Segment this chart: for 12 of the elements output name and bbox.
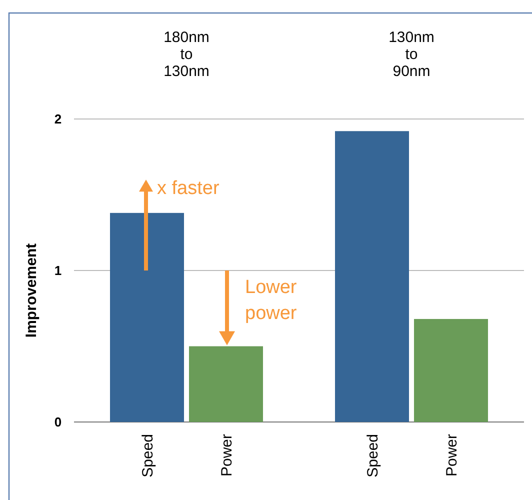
y-tick-label: 0 — [54, 414, 62, 430]
text: 130nm to 90nm — [388, 29, 434, 80]
y-tick-label: 1 — [54, 263, 62, 278]
x-tick-label: Power — [443, 434, 460, 477]
y-tick-label: 2 — [54, 112, 62, 127]
x-tick-label: Power — [218, 434, 236, 477]
y-axis-title: Improvement — [23, 243, 40, 338]
annotation: Lower power — [245, 277, 298, 324]
x-tick-label: Speed — [139, 434, 156, 478]
x-tick-label: Speed — [364, 434, 382, 478]
text: 180nm to 130nm — [164, 29, 210, 80]
annotation: x faster — [157, 178, 220, 199]
